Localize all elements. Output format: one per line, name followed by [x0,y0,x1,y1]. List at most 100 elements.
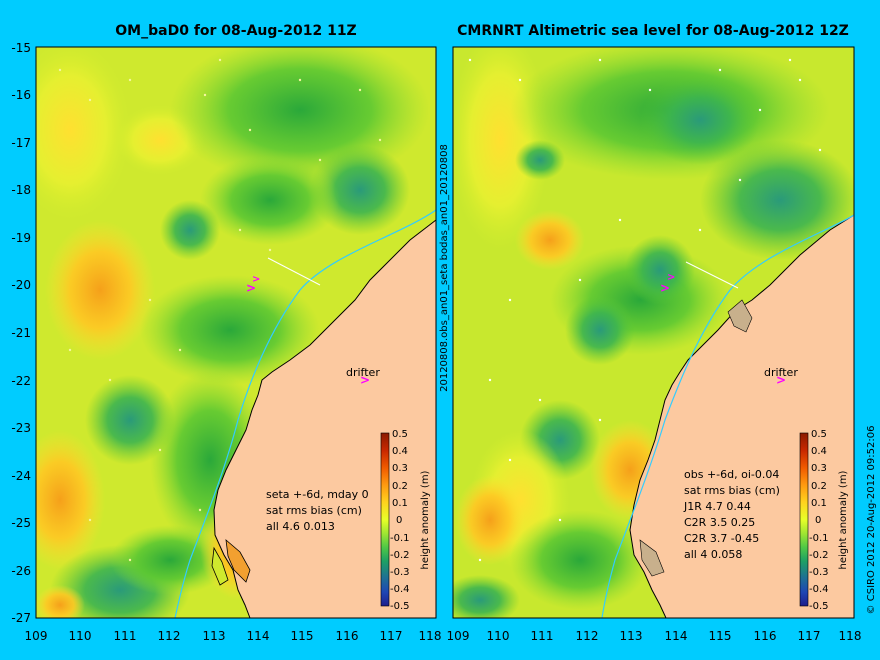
y-tick-label: -23 [11,421,31,435]
left-australia-land [213,219,436,618]
colorbar-tick: -0.4 [390,584,410,595]
anomaly-blob [200,155,340,245]
colorbar-ramp [380,432,390,607]
y-tick-label: -17 [11,136,31,150]
colorbar-tick: -0.5 [809,601,829,612]
shallow-shelf [727,299,753,333]
colorbar-tick: 0.2 [392,481,408,492]
anomaly-blob [700,140,854,260]
transect-line [685,261,739,289]
stats-line: C2R 3.5 0.25 [684,516,755,529]
x-tick-label: 115 [709,629,732,643]
satellite-track [601,214,854,618]
colorbar-tick: 0 [815,515,821,526]
y-tick-label: -25 [11,516,31,530]
anomaly-blob [640,75,760,165]
right-map: > > > [453,47,854,618]
x-tick-label: 112 [158,629,181,643]
anomaly-blob [36,47,130,220]
x-tick-label: 112 [576,629,599,643]
colorbar-ramp [799,432,809,607]
right-stats-box: obs +-6d, oi-0.04 sat rms bias (cm) J1R … [683,468,780,561]
colorbar-tick: -0.2 [390,550,410,561]
right-panel-title: CMRNRT Altimetric sea level for 08-Aug-2… [457,23,849,39]
colorbar-tick: -0.3 [809,567,829,578]
x-tick-label: 115 [291,629,314,643]
anomaly-blob [515,140,565,180]
drifter-marker: > [660,281,670,295]
y-tick-label: -22 [11,374,31,388]
stats-line: sat rms bias (cm) [266,504,362,517]
x-tick-label: 110 [69,629,92,643]
x-tick-label: 117 [798,629,821,643]
y-tick-label: -27 [11,611,31,625]
x-tick-label: 116 [754,629,777,643]
colorbar-tick: -0.5 [390,601,410,612]
observation-points [468,58,822,562]
anomaly-blob [36,430,105,570]
y-tick-label: -19 [11,231,31,245]
drifter-marker: > [360,373,370,387]
stats-line: all 4.6 0.013 [266,520,335,533]
drifter-marker: > [252,274,260,285]
left-stats-box: seta +-6d, mday 0 sat rms bias (cm) all … [266,488,369,533]
x-tick-label: 110 [487,629,510,643]
anomaly-blob [45,220,155,360]
drifter-marker: > [776,373,786,387]
right-colorbar: 0.5 0.4 0.3 0.2 0.1 0 -0.1 -0.2 -0.3 -0.… [799,429,849,612]
shark-bay-inlet [211,546,229,586]
colorbar-tick: -0.2 [809,550,829,561]
shark-bay-inlet [225,539,251,583]
colorbar-tick: 0.5 [811,429,827,440]
anomaly-blob [625,235,695,305]
stats-line: obs +-6d, oi-0.04 [684,468,779,481]
x-tick-label: 109 [447,629,470,643]
stats-line: J1R 4.7 0.44 [683,500,751,513]
colorbar-label: height anomaly (m) [838,470,849,569]
stats-line: seta +-6d, mday 0 [266,488,369,501]
colorbar-tick: -0.3 [390,567,410,578]
anomaly-blob [36,585,85,618]
y-tick-label: -20 [11,278,31,292]
left-x-axis: 109 110 111 112 113 114 115 116 117 118 [25,629,442,643]
right-map-frame [452,46,855,619]
y-tick-label: -18 [11,183,31,197]
x-tick-label: 113 [620,629,643,643]
left-y-axis: -15 -16 -17 -18 -19 -20 -21 -22 -23 -24 … [11,41,31,625]
anomaly-blob [565,295,635,365]
x-tick-label: 109 [25,629,48,643]
colorbar-tick: 0.4 [811,446,827,457]
colorbar-tick: 0.3 [811,463,827,474]
anomaly-blob [510,510,650,610]
anomaly-blob [110,525,230,595]
x-tick-label: 113 [203,629,226,643]
x-tick-label: 117 [380,629,403,643]
colorbar-tick: -0.1 [390,533,410,544]
x-tick-label: 114 [247,629,270,643]
colorbar-tick: -0.1 [809,533,829,544]
x-tick-label: 111 [531,629,554,643]
right-drifter-label: drifter [764,366,798,379]
left-panel-title: OM_baD0 for 08-Aug-2012 11Z [115,23,356,39]
observation-points [58,58,382,562]
stats-line: C2R 3.7 -0.45 [684,532,759,545]
x-tick-label: 118 [839,629,862,643]
drifter-marker: > [246,281,256,295]
drifter-marker: > [667,272,675,283]
right-australia-land [629,214,854,618]
colorbar-tick: 0.5 [392,429,408,440]
left-map-frame [35,46,437,619]
colorbar-tick: 0.2 [811,481,827,492]
x-tick-label: 118 [419,629,442,643]
colorbar-tick: 0.1 [811,498,827,509]
right-side-label: © CSIRO 2012 20-Aug-2012 09:52:06 [866,426,877,615]
left-map: > > > [36,47,436,618]
transect-line [267,257,321,286]
y-tick-label: -15 [11,41,31,55]
satellite-track [174,209,436,618]
x-tick-label: 116 [336,629,359,643]
anomaly-blob [453,575,520,618]
x-tick-label: 114 [665,629,688,643]
stats-line: sat rms bias (cm) [684,484,780,497]
